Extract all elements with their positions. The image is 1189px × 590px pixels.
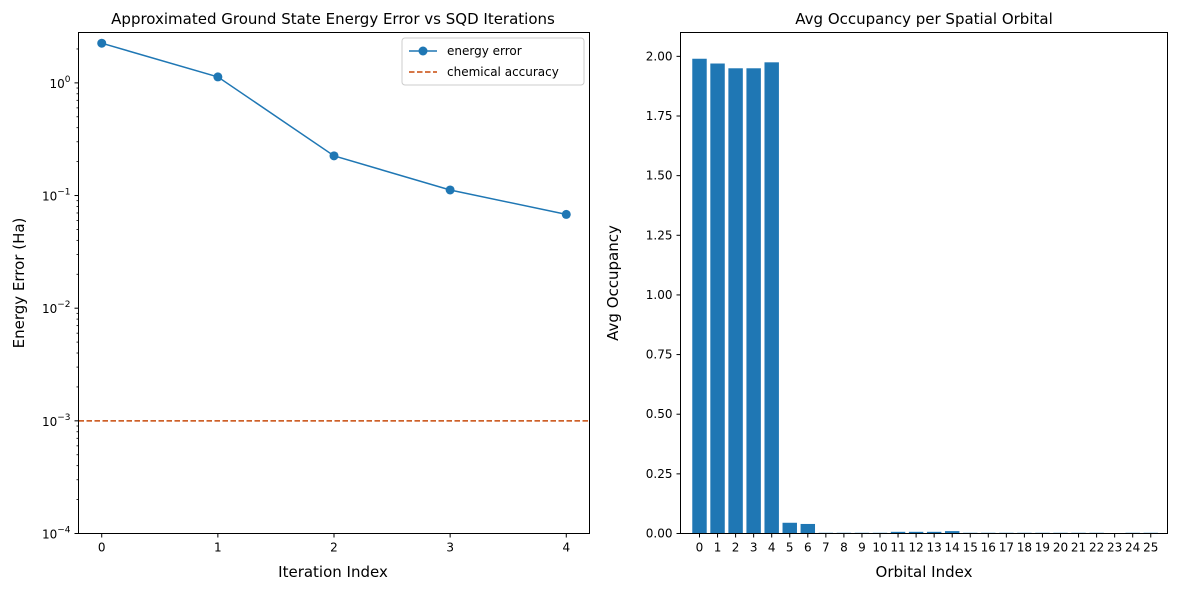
right-x-tick-label: 0 (696, 541, 704, 555)
right-x-tick-label: 5 (786, 541, 794, 555)
occupancy-bar (710, 63, 725, 534)
occupancy-bar (782, 522, 797, 534)
occupancy-bar (944, 531, 960, 534)
right-x-tick-label: 9 (858, 541, 866, 555)
occupancy-bar (692, 58, 707, 534)
right-x-tick-label: 24 (1125, 541, 1140, 555)
energy-error-point (97, 38, 107, 48)
occupancy-bar (926, 531, 942, 534)
occupancy-bar (728, 68, 743, 534)
right-y-tick-label: 0.50 (646, 407, 673, 421)
energy-error-point (329, 151, 339, 161)
legend-label-energy-error: energy error (447, 44, 522, 58)
left-y-tick-label: 10−4 (42, 526, 71, 542)
right-x-tick-label: 11 (890, 541, 905, 555)
energy-error-panel: Approximated Ground State Energy Error v… (10, 10, 590, 581)
right-y-tick-label: 0.75 (646, 348, 673, 362)
left-y-tick-label: 100 (49, 75, 70, 91)
left-axes-frame (78, 32, 590, 534)
legend-label-chemical-accuracy: chemical accuracy (447, 65, 559, 79)
right-x-tick-label: 22 (1089, 541, 1104, 555)
occupancy-bar (746, 68, 761, 534)
right-x-tick-label: 3 (750, 541, 758, 555)
right-x-tick-label: 14 (945, 541, 960, 555)
right-chart-title: Avg Occupancy per Spatial Orbital (795, 10, 1052, 28)
right-x-tick-label: 15 (963, 541, 978, 555)
right-x-tick-label: 7 (822, 541, 830, 555)
left-x-tick-label: 4 (562, 541, 570, 555)
occupancy-panel: Avg Occupancy per Spatial Orbital 0.00 0.… (604, 10, 1168, 581)
legend: energy error chemical accuracy (401, 37, 585, 86)
energy-error-point (445, 185, 455, 195)
left-x-tick-label: 1 (214, 541, 222, 555)
occupancy-bar (800, 523, 816, 534)
right-y-tick-label: 1.75 (646, 109, 673, 123)
right-y-tick-label: 0.00 (646, 527, 673, 541)
right-x-tick-label: 6 (804, 541, 812, 555)
left-chart-title: Approximated Ground State Energy Error v… (111, 10, 555, 28)
right-x-tick-label: 20 (1053, 541, 1068, 555)
left-x-axis-label: Iteration Index (278, 563, 388, 581)
right-y-tick-label: 1.00 (646, 288, 673, 302)
right-x-tick-label: 18 (1017, 541, 1032, 555)
occupancy-bar (908, 531, 924, 534)
left-y-tick-label: 10−3 (42, 413, 71, 429)
left-x-tick-label: 2 (330, 541, 338, 555)
left-y-tick-label: 10−2 (42, 300, 71, 316)
right-y-tick-label: 2.00 (646, 49, 673, 63)
right-x-tick-label: 8 (840, 541, 848, 555)
right-x-tick-label: 4 (768, 541, 776, 555)
right-y-tick-label: 1.50 (646, 169, 673, 183)
occupancy-bar (890, 531, 906, 534)
right-x-tick-label: 2 (732, 541, 740, 555)
right-y-tick-label: 1.25 (646, 228, 673, 242)
right-x-tick-label: 13 (927, 541, 942, 555)
legend-marker-energy-error (418, 46, 428, 56)
energy-error-point (561, 209, 571, 219)
right-y-tick-label: 0.25 (646, 467, 673, 481)
right-x-tick-label: 17 (999, 541, 1014, 555)
left-x-tick-label: 0 (98, 541, 106, 555)
right-x-axis-label: Orbital Index (876, 563, 973, 581)
right-x-tick-label: 12 (908, 541, 923, 555)
right-y-axis-label: Avg Occupancy (604, 225, 622, 341)
right-x-tick-label: 10 (872, 541, 887, 555)
right-x-tick-label: 23 (1107, 541, 1122, 555)
legend-box (401, 37, 585, 86)
right-axes-frame (680, 32, 1168, 534)
right-x-tick-label: 21 (1071, 541, 1086, 555)
right-x-tick-label: 25 (1143, 541, 1158, 555)
right-x-tick-label: 1 (714, 541, 722, 555)
occupancy-bar (764, 62, 779, 534)
energy-error-point (213, 72, 223, 82)
left-y-tick-label: 10−1 (42, 188, 71, 204)
left-y-axis-label: Energy Error (Ha) (10, 218, 28, 349)
right-x-tick-label: 16 (981, 541, 996, 555)
left-x-tick-label: 3 (446, 541, 454, 555)
right-x-tick-label: 19 (1035, 541, 1050, 555)
